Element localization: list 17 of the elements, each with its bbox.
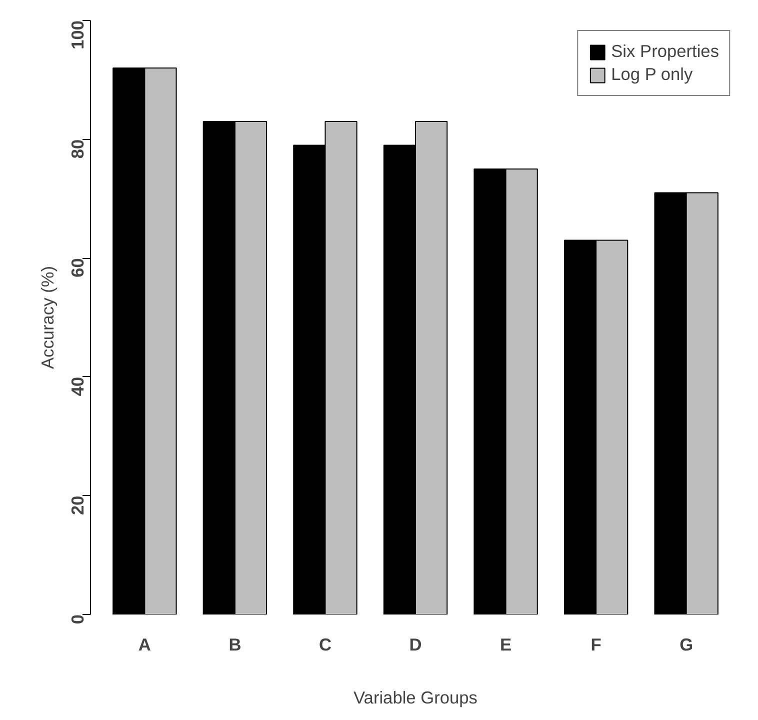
y-axis-title: Accuracy (%) (38, 266, 58, 370)
y-tick-label: 80 (68, 139, 88, 159)
y-tick-label: 20 (68, 496, 88, 515)
legend-label: Six Properties (611, 41, 719, 62)
x-axis-title: Variable Groups (354, 688, 478, 708)
x-tick-label: A (138, 634, 152, 654)
x-tick-label: G (680, 634, 694, 654)
legend-label: Log P only (611, 64, 693, 85)
y-tick-label: 100 (68, 20, 88, 50)
x-tick-label: C (318, 634, 332, 654)
y-tick-label: 0 (68, 614, 88, 624)
y-tick-label: 60 (68, 258, 88, 278)
x-tick-label: F (590, 634, 602, 654)
x-tick-label: D (409, 634, 422, 654)
x-tick-label: E (500, 634, 512, 654)
y-tick-label: 40 (68, 376, 88, 396)
x-tick-label: B (228, 634, 242, 654)
